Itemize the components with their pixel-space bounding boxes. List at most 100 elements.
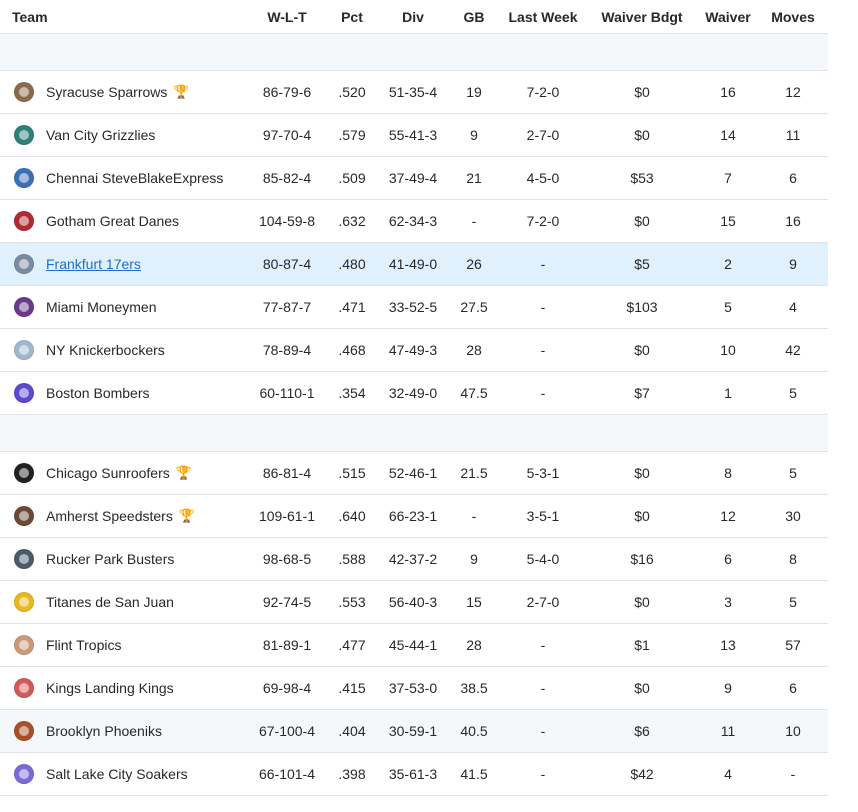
team-logo-icon[interactable] [14,764,34,784]
last-week-cell: 5-3-1 [500,451,586,495]
header-last-week[interactable]: Last Week [500,0,586,34]
gb-cell: 41.5 [448,752,500,796]
wlt-cell: 109-61-1 [248,494,326,538]
table-row[interactable]: Chennai SteveBlakeExpress 85-82-4.509 37-4… [0,156,828,200]
gb-cell: - [448,199,500,243]
team-name[interactable]: Frankfurt 17ers [46,256,141,272]
waiver-bdgt-cell: $0 [586,451,698,495]
team-logo-icon[interactable] [14,678,34,698]
team-name[interactable]: Brooklyn Phoeniks [46,723,162,739]
pct-cell: .404 [326,709,378,753]
team-logo-icon[interactable] [14,721,34,741]
header-div[interactable]: Div [378,0,448,34]
header-team[interactable]: Team [0,0,248,34]
team-name[interactable]: NY Knickerbockers [46,342,165,358]
team-logo-icon[interactable] [14,297,34,317]
div-cell: 33-52-5 [378,285,448,329]
gold-trophy-icon: 🏆 [175,465,192,480]
team-cell: Gotham Great Danes [0,199,248,243]
team-cell: Rucker Park Busters [0,537,248,581]
team-logo-icon[interactable] [14,463,34,483]
team-name[interactable]: Miami Moneymen [46,299,157,315]
table-row[interactable]: Titanes de San Juan 92-74-5.553 56-40-3 15 2… [0,580,828,624]
team-logo-icon[interactable] [14,211,34,231]
table-row[interactable]: Salt Lake City Soakers 66-101-4.398 35-61-… [0,752,828,796]
table-row[interactable]: Syracuse Sparrows 🏆 86-79-6.520 51-35-4 19 7-… [0,70,828,114]
wlt-cell: 97-70-4 [248,113,326,157]
team-logo-icon[interactable] [14,506,34,526]
gb-cell: 19 [448,70,500,114]
moves-cell: - [758,752,828,796]
table-row[interactable]: Kings Landing Kings 69-98-4.415 37-53-0 38.… [0,666,828,710]
last-week-cell: 2-7-0 [500,113,586,157]
team-logo-icon[interactable] [14,635,34,655]
team-name[interactable]: Flint Tropics [46,637,122,653]
team-name[interactable]: Syracuse Sparrows [46,84,168,100]
waiver-cell: 4 [698,752,758,796]
table-row[interactable]: Flint Tropics 81-89-1.477 45-44-1 28- $1 13 57 [0,623,828,667]
header-waiver-bdgt[interactable]: Waiver Bdgt [586,0,698,34]
team-name[interactable]: Gotham Great Danes [46,213,180,229]
table-row[interactable]: Rucker Park Busters 98-68-5.588 42-37-2 9 5-… [0,537,828,581]
team-logo-icon[interactable] [14,125,34,145]
team-cell: Kings Landing Kings [0,666,248,710]
moves-cell: 4 [758,285,828,329]
gb-cell: 47.5 [448,371,500,415]
last-week-cell: 5-4-0 [500,537,586,581]
silver-trophy-icon: 🏆 [178,508,196,523]
team-name[interactable]: Chicago Sunroofers [46,465,170,481]
team-logo-icon[interactable] [14,549,34,569]
wlt-cell: 92-74-5 [248,580,326,624]
table-row[interactable]: NY Knickerbockers 78-89-4.468 47-49-3 28- $0… [0,328,828,372]
gb-cell: 21 [448,156,500,200]
team-name[interactable]: Salt Lake City Soakers [46,766,188,782]
team-logo-icon[interactable] [14,383,34,403]
moves-cell: 42 [758,328,828,372]
team-cell: Syracuse Sparrows 🏆 [0,70,248,114]
header-moves[interactable]: Moves [758,0,828,34]
team-name[interactable]: Kings Landing Kings [46,680,174,696]
table-row[interactable]: Van City Grizzlies 97-70-4.579 55-41-3 9 2-7… [0,113,828,157]
wlt-cell: 98-68-5 [248,537,326,581]
team-name[interactable]: Chennai SteveBlakeExpress [46,170,224,186]
header-pct[interactable]: Pct [326,0,378,34]
waiver-cell: 2 [698,242,758,286]
table-row[interactable]: Gotham Great Danes 104-59-8.632 62-34-3-7-… [0,199,828,243]
wlt-cell: 86-81-4 [248,451,326,495]
table-row[interactable]: Brooklyn Phoeniks 67-100-4.404 30-59-1 40.5… [0,709,828,753]
header-waiver[interactable]: Waiver [698,0,758,34]
team-name[interactable]: Rucker Park Busters [46,551,175,567]
team-name[interactable]: Boston Bombers [46,385,150,401]
team-logo-icon[interactable] [14,340,34,360]
team-cell: Chennai SteveBlakeExpress [0,156,248,200]
gb-cell: 28 [448,623,500,667]
division-spacer [0,33,828,71]
pct-cell: .520 [326,70,378,114]
last-week-cell: - [500,371,586,415]
moves-cell: 6 [758,666,828,710]
header-gb[interactable]: GB [448,0,500,34]
team-cell: Brooklyn Phoeniks [0,709,248,753]
team-name[interactable]: Titanes de San Juan [46,594,174,610]
team-cell: Van City Grizzlies [0,113,248,157]
gb-cell: 28 [448,328,500,372]
div-cell: 66-23-1 [378,494,448,538]
table-row[interactable]: Miami Moneymen 77-87-7.471 33-52-5 27.5- $10… [0,285,828,329]
header-wlt[interactable]: W-L-T [248,0,326,34]
team-logo-icon[interactable] [14,82,34,102]
team-logo-icon[interactable] [14,254,34,274]
wlt-cell: 67-100-4 [248,709,326,753]
table-row[interactable]: Amherst Speedsters 🏆 109-61-1.640 66-23-1-3… [0,494,828,538]
waiver-bdgt-cell: $0 [586,113,698,157]
gb-cell: 9 [448,113,500,157]
team-logo-icon[interactable] [14,592,34,612]
last-week-cell: - [500,623,586,667]
waiver-cell: 3 [698,580,758,624]
team-logo-icon[interactable] [14,168,34,188]
table-row[interactable]: Chicago Sunroofers 🏆 86-81-4.515 52-46-1 21.… [0,451,828,495]
table-row[interactable]: Boston Bombers 60-110-1.354 32-49-0 47.5- $7… [0,371,828,415]
team-name[interactable]: Amherst Speedsters [46,508,173,524]
div-cell: 37-49-4 [378,156,448,200]
table-row[interactable]: Frankfurt 17ers 80-87-4.480 41-49-0 26- $5 2 9 [0,242,828,286]
team-name[interactable]: Van City Grizzlies [46,127,156,143]
